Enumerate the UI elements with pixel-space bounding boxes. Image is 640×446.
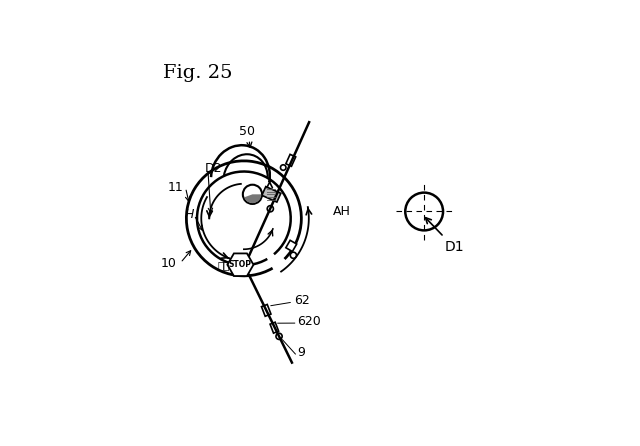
Text: 10: 10 <box>161 256 177 269</box>
Text: D1: D1 <box>445 240 465 254</box>
Text: 9: 9 <box>297 346 305 359</box>
Bar <box>262 186 281 202</box>
Text: D2: D2 <box>204 162 222 175</box>
Bar <box>262 305 271 316</box>
Polygon shape <box>227 253 253 276</box>
Bar <box>286 240 297 252</box>
Bar <box>270 322 278 333</box>
Text: 62: 62 <box>294 294 309 307</box>
Text: AH: AH <box>333 205 351 218</box>
Text: H: H <box>184 208 194 221</box>
Wedge shape <box>244 194 261 203</box>
Text: 11: 11 <box>168 181 184 194</box>
Text: 50: 50 <box>239 125 255 138</box>
Text: 620: 620 <box>297 315 321 328</box>
Bar <box>286 154 296 166</box>
Text: 停止: 停止 <box>217 260 230 270</box>
Text: STOP: STOP <box>229 260 252 269</box>
Text: Fig. 25: Fig. 25 <box>163 64 233 82</box>
